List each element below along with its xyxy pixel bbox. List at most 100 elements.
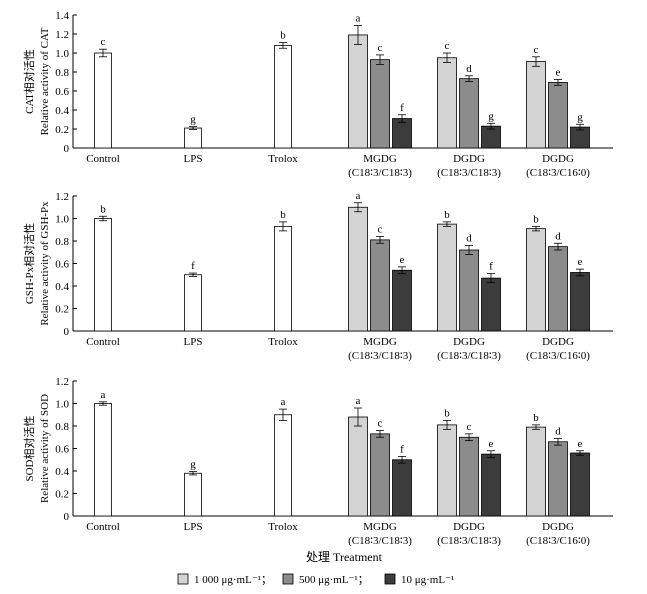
bar: [348, 206, 368, 332]
bar: [94, 403, 112, 517]
bar: [94, 218, 112, 332]
significance-letter: f: [489, 261, 493, 273]
bar: [481, 277, 501, 332]
y-tick-label: 0.2: [55, 304, 69, 316]
bar: [392, 118, 412, 149]
x-tick-label: DGDG: [453, 153, 485, 165]
bar: [370, 59, 390, 149]
bar: [481, 125, 501, 149]
y-axis-title-cn: GSH-Px相对活性: [22, 223, 36, 304]
bar: [570, 272, 590, 332]
y-tick-label: 0.6: [55, 86, 69, 98]
significance-letter: e: [489, 438, 494, 450]
x-tick-label: DGDG: [453, 521, 485, 533]
significance-letter: e: [556, 67, 561, 79]
legend-label: 10 μg·mL⁻¹: [401, 574, 454, 586]
y-tick-label: 1.0: [55, 214, 69, 226]
y-tick-label: 0.6: [55, 259, 69, 271]
x-tick-label: DGDG: [542, 336, 574, 348]
chart-panel-3: 0 0.2 0.4 0.6 0.8 1.0 1.2 SOD相对活性 Relative activ…: [22, 376, 613, 547]
legend-swatch: [282, 573, 294, 585]
significance-letter: d: [555, 425, 561, 437]
x-tick-sublabel: (C18∶3/C16∶0): [526, 535, 590, 547]
significance-letter: a: [356, 395, 361, 407]
x-tick-label: Trolox: [268, 521, 298, 533]
significance-letter: a: [356, 190, 361, 202]
significance-letter: e: [400, 254, 405, 266]
x-tick-sublabel: (C18∶3/C18∶3): [437, 350, 501, 362]
significance-letter: c: [445, 40, 450, 52]
significance-letter: f: [191, 260, 195, 272]
x-tick-label: Trolox: [268, 153, 298, 165]
significance-letter: a: [281, 396, 286, 408]
significance-letter: g: [190, 459, 196, 471]
significance-letter: b: [100, 203, 106, 215]
y-tick-label: 1.0: [55, 399, 69, 411]
significance-letter: b: [280, 30, 286, 42]
significance-letter: c: [467, 421, 472, 433]
y-axis-title-en: Relative activity of GSH-Px: [39, 201, 51, 326]
x-tick-label: Control: [86, 336, 120, 348]
significance-letter: e: [578, 438, 583, 450]
significance-letter: e: [578, 256, 583, 268]
bar: [392, 459, 412, 517]
x-tick-sublabel: (C18∶3/C18∶3): [348, 167, 412, 179]
legend-swatch: [177, 573, 189, 585]
y-tick-label: 0: [64, 326, 70, 338]
bar: [392, 269, 412, 332]
y-axis-title-en: Relative activity of SOD: [39, 394, 51, 503]
bar: [548, 82, 568, 149]
significance-letter: b: [280, 209, 286, 221]
y-tick-label: 0: [64, 511, 70, 523]
x-tick-label: DGDG: [542, 153, 574, 165]
y-tick-label: 0: [64, 143, 70, 155]
legend-swatch: [384, 573, 396, 585]
significance-letter: c: [101, 36, 106, 48]
bar: [370, 433, 390, 517]
bar: [526, 228, 546, 332]
y-axis-title-cn: SOD相对活性: [22, 415, 36, 481]
bar: [437, 424, 457, 517]
x-tick-sublabel: (C18∶3/C16∶0): [526, 350, 590, 362]
bar: [184, 274, 202, 332]
y-tick-label: 0.6: [55, 444, 69, 456]
significance-letter: d: [555, 230, 561, 242]
x-tick-label: DGDG: [542, 521, 574, 533]
y-tick-label: 0.8: [55, 421, 69, 433]
significance-letter: g: [577, 111, 583, 123]
bar: [526, 426, 546, 517]
y-tick-label: 0.4: [55, 281, 69, 293]
x-tick-label: DGDG: [453, 336, 485, 348]
bar: [459, 436, 479, 517]
bar: [274, 414, 292, 517]
bar: [548, 246, 568, 332]
bar: [437, 223, 457, 332]
x-tick-label: Control: [86, 521, 120, 533]
x-tick-sublabel: (C18∶3/C16∶0): [526, 167, 590, 179]
x-tick-sublabel: (C18∶3/C18∶3): [348, 350, 412, 362]
y-tick-label: 1.0: [55, 48, 69, 60]
x-tick-sublabel: (C18∶3/C18∶3): [348, 535, 412, 547]
legend-label: 1 000 μg·mL⁻¹；: [194, 574, 272, 586]
y-tick-label: 0.8: [55, 236, 69, 248]
bar: [481, 453, 501, 517]
significance-letter: c: [378, 418, 383, 430]
significance-letter: d: [466, 63, 472, 75]
y-tick-label: 1.2: [55, 29, 69, 41]
bar: [570, 452, 590, 517]
x-tick-sublabel: (C18∶3/C18∶3): [437, 167, 501, 179]
x-tick-label: LPS: [184, 153, 203, 165]
legend-label: 500 μg·mL⁻¹；: [299, 574, 369, 586]
significance-letter: d: [466, 233, 472, 245]
x-tick-label: LPS: [184, 521, 203, 533]
x-tick-sublabel: (C18∶3/C18∶3): [437, 535, 501, 547]
bar: [548, 441, 568, 517]
significance-letter: g: [488, 110, 494, 122]
y-tick-label: 0.4: [55, 466, 69, 478]
y-tick-label: 0.2: [55, 124, 69, 136]
chart-panel-1: 0 0.2 0.4 0.6 0.8 1.0 1.2 1.4 CAT相对活性 Relative ac…: [22, 10, 613, 179]
significance-letter: a: [356, 12, 361, 24]
significance-letter: c: [534, 44, 539, 56]
bar: [274, 225, 292, 332]
x-tick-label: MGDG: [363, 336, 397, 348]
